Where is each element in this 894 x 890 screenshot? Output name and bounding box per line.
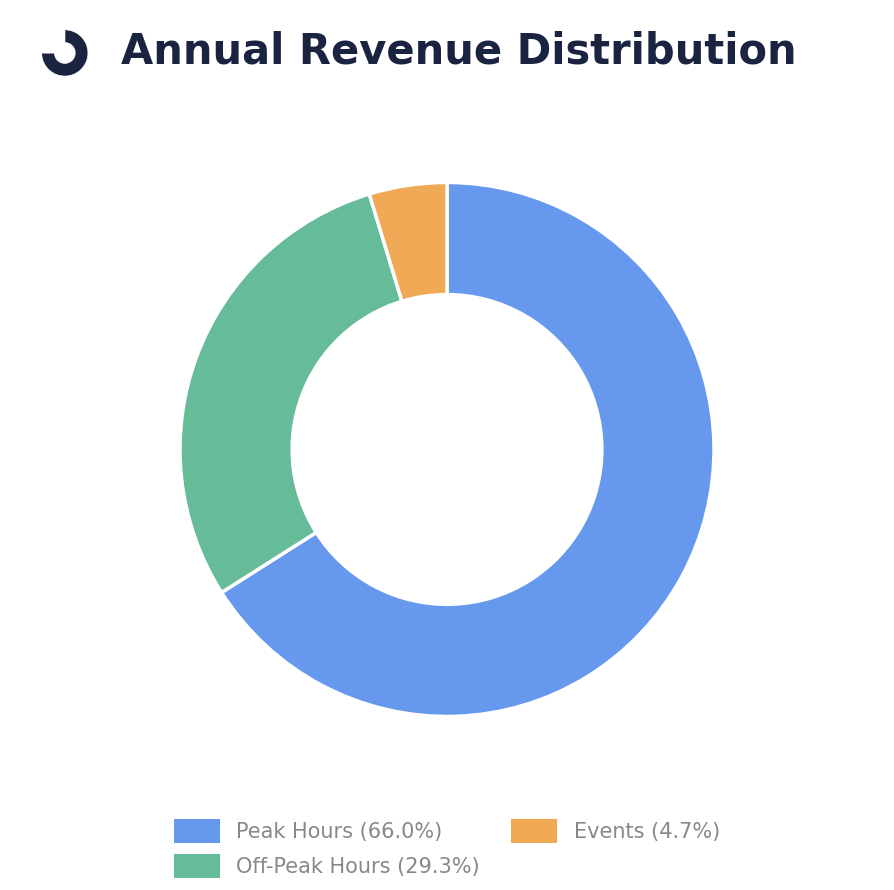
Text: Annual Revenue Distribution: Annual Revenue Distribution: [121, 30, 797, 73]
Wedge shape: [42, 29, 88, 76]
Wedge shape: [42, 29, 65, 53]
Wedge shape: [369, 182, 447, 302]
Wedge shape: [180, 194, 402, 593]
Legend: Peak Hours (66.0%), Off-Peak Hours (29.3%), Events (4.7%): Peak Hours (66.0%), Off-Peak Hours (29.3…: [165, 811, 729, 886]
Wedge shape: [222, 182, 714, 716]
